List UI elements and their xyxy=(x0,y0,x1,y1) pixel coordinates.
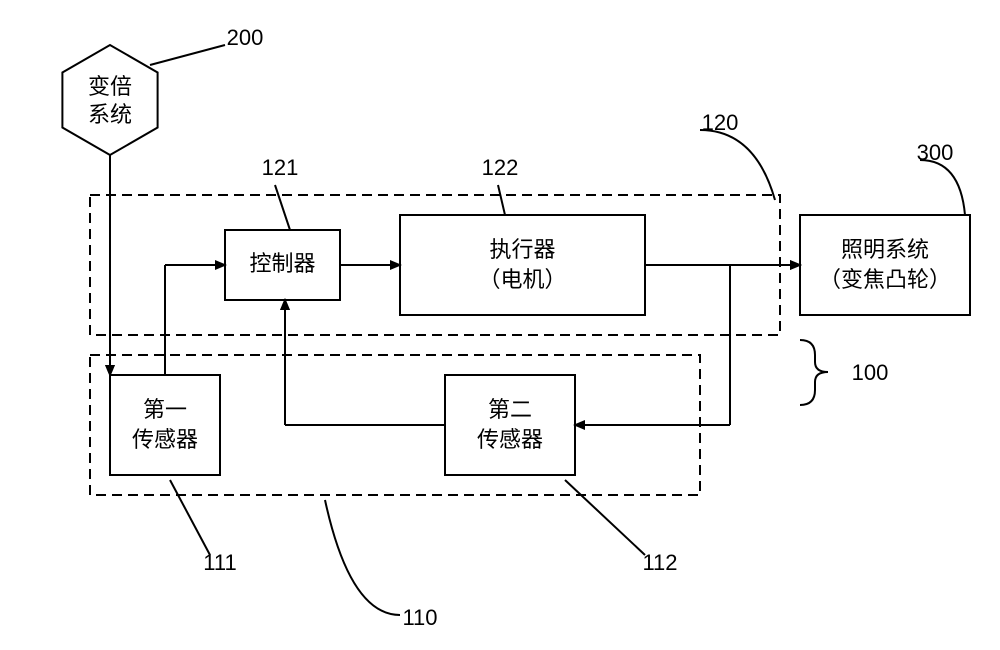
svg-text:变倍: 变倍 xyxy=(88,74,132,99)
brace-100 xyxy=(800,340,828,405)
diagram-canvas: 变倍系统 200 控制器 121 执行器 （电机） 122 照明系统 （变焦凸轮） 300 第一传感… xyxy=(0,0,1000,650)
svg-text:200: 200 xyxy=(227,25,264,50)
svg-text:传感器: 传感器 xyxy=(132,427,198,452)
leader-sensor2 xyxy=(565,480,645,555)
leader-120 xyxy=(700,130,775,200)
svg-text:122: 122 xyxy=(482,155,519,180)
svg-text:照明系统: 照明系统 xyxy=(841,237,929,262)
svg-text:110: 110 xyxy=(402,605,437,630)
svg-text:系统: 系统 xyxy=(88,102,132,127)
leader-lighting xyxy=(920,160,965,215)
leader-110 xyxy=(325,500,400,615)
svg-text:第二: 第二 xyxy=(488,397,532,422)
svg-text:300: 300 xyxy=(917,140,954,165)
svg-text:传感器: 传感器 xyxy=(477,427,543,452)
sensor2-box xyxy=(445,375,575,475)
lighting-box xyxy=(800,215,970,315)
svg-text:（变焦凸轮）: （变焦凸轮） xyxy=(819,267,951,292)
actuator-box xyxy=(400,215,645,315)
leader-actuator xyxy=(498,185,505,215)
svg-text:121: 121 xyxy=(262,155,299,180)
svg-text:100: 100 xyxy=(852,360,889,385)
zoom-system-hexagon xyxy=(62,45,157,155)
leader-200 xyxy=(150,45,225,65)
svg-text:执行器: 执行器 xyxy=(489,237,555,262)
svg-text:112: 112 xyxy=(642,550,677,575)
svg-text:（电机）: （电机） xyxy=(478,267,566,292)
svg-text:第一: 第一 xyxy=(143,397,187,422)
leader-controller xyxy=(275,185,290,230)
svg-text:120: 120 xyxy=(702,110,739,135)
leader-sensor1 xyxy=(170,480,210,555)
svg-text:控制器: 控制器 xyxy=(249,251,315,276)
svg-text:111: 111 xyxy=(203,550,236,575)
sensor1-box xyxy=(110,375,220,475)
